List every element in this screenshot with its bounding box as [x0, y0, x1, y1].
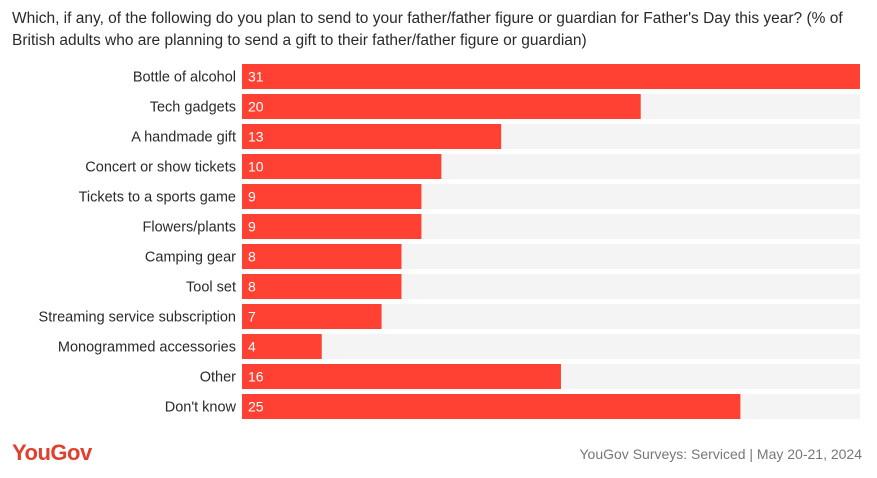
bar: [242, 214, 422, 239]
category-label: Concert or show tickets: [85, 160, 236, 176]
source-note: YouGov Surveys: Serviced | May 20-21, 20…: [579, 446, 863, 462]
value-label: 25: [248, 399, 264, 415]
value-label: 13: [248, 129, 264, 145]
bar: [242, 304, 382, 329]
value-label: 9: [248, 189, 256, 205]
value-label: 8: [248, 279, 256, 295]
category-label: Other: [200, 370, 236, 386]
bar: [242, 124, 502, 149]
category-label: Bottle of alcohol: [133, 70, 236, 86]
value-label: 7: [248, 309, 256, 325]
value-label: 20: [248, 99, 264, 115]
bar: [242, 94, 641, 119]
bar: [242, 394, 741, 419]
bar: [242, 364, 561, 389]
category-label: Don't know: [165, 400, 237, 416]
category-label: Tech gadgets: [150, 100, 236, 116]
category-label: Camping gear: [145, 250, 236, 266]
bar: [242, 244, 402, 269]
value-label: 16: [248, 369, 264, 385]
category-label: Streaming service subscription: [39, 310, 236, 326]
category-label: Tickets to a sports game: [79, 190, 236, 206]
chart-title: Which, if any, of the following do you p…: [12, 10, 843, 49]
value-label: 4: [248, 339, 256, 355]
bar-track: [242, 334, 860, 359]
category-label: Flowers/plants: [143, 220, 236, 236]
value-label: 9: [248, 219, 256, 235]
bar: [242, 64, 860, 89]
bar: [242, 274, 402, 299]
category-label: A handmade gift: [131, 130, 236, 146]
bar-chart: Bottle of alcohol 31 Tech gadgets 20 A handm…: [39, 64, 860, 419]
category-label: Tool set: [186, 280, 236, 296]
value-label: 10: [248, 159, 264, 175]
yougov-logo: YouGov: [12, 440, 92, 465]
bar: [242, 154, 442, 179]
bar: [242, 334, 322, 359]
value-label: 8: [248, 249, 256, 265]
category-label: Monogrammed accessories: [58, 340, 236, 356]
bar: [242, 184, 422, 209]
value-label: 31: [248, 69, 264, 85]
